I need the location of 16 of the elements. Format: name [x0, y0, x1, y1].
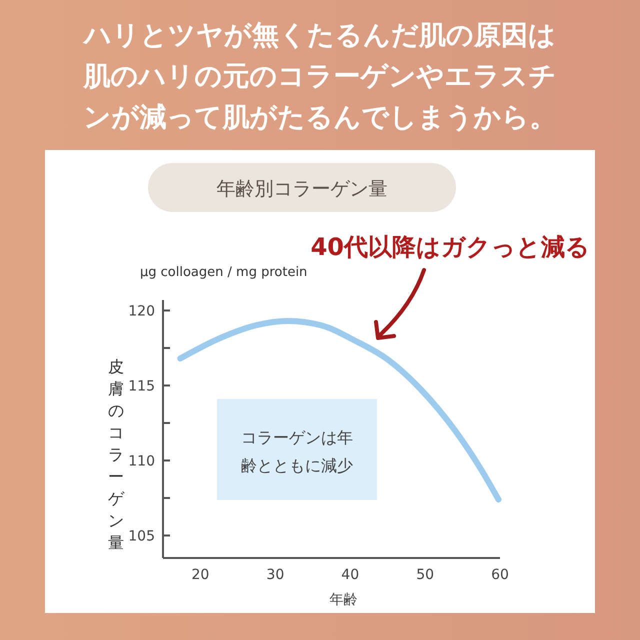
x-tick-label: 60 — [491, 567, 509, 583]
text: 40代以降はガクっと減る — [310, 233, 590, 261]
x-tick-label: 50 — [416, 567, 434, 583]
x-tick-label: 20 — [192, 567, 210, 583]
text: 皮膚のコラーゲン量 — [108, 357, 124, 552]
x-tick-label: 40 — [341, 567, 360, 583]
annotation: コラーゲンは年齢とともに減少 — [241, 428, 353, 475]
y-tick-label: 115 — [128, 378, 155, 394]
y-tick-label: 105 — [128, 528, 155, 544]
x-axis-title: 年齢 — [330, 592, 358, 608]
chart-subtitle: 年齢別コラーゲン量 — [216, 178, 388, 200]
x-tick-label: 30 — [266, 567, 284, 583]
text: μg colloagen / mg protein — [140, 265, 308, 280]
y-tick-label: 120 — [128, 304, 155, 320]
chart-title: ハリとツヤが無くたるんだ肌の原因は肌のハリの元のコラーゲンやエラスチンが減って肌がたるんでしまうから。 — [82, 20, 556, 133]
y-tick-label: 110 — [128, 454, 155, 470]
